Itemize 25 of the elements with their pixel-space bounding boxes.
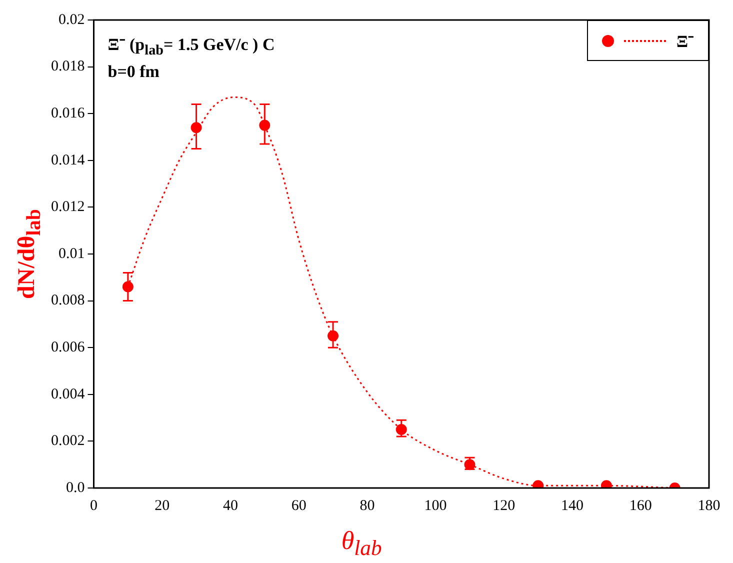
x-tick-label: 40 xyxy=(222,498,238,514)
y-tick-label: 0.0 xyxy=(66,480,85,496)
x-tick-label: 20 xyxy=(154,498,170,514)
x-tick-label: 60 xyxy=(291,498,306,514)
annotation: b=0 fm xyxy=(108,61,160,84)
y-tick-label: 0.004 xyxy=(51,386,86,402)
y-tick-label: 0.02 xyxy=(58,12,85,28)
y-tick-label: 0.014 xyxy=(51,152,86,168)
y-tick-label: 0.006 xyxy=(51,340,86,356)
y-tick-label: 0.01 xyxy=(58,246,85,262)
y-tick-label: 0.012 xyxy=(51,199,85,216)
x-tick-label: 160 xyxy=(629,498,652,514)
y-tick-label: 0.016 xyxy=(51,106,86,122)
x-axis-title: θ$_{lab}$ xyxy=(341,526,382,562)
legend-label: Ξ⁻ xyxy=(676,31,694,52)
x-tick-label: 100 xyxy=(424,498,447,514)
x-tick-label: 80 xyxy=(360,498,375,514)
x-tick-label: 180 xyxy=(698,498,720,514)
y-tick-label: 0.008 xyxy=(51,292,85,309)
y-tick-label: 0.018 xyxy=(51,58,85,75)
x-tick-label: 120 xyxy=(492,498,516,514)
x-tick-label: 140 xyxy=(561,498,584,514)
x-tick-label: 0 xyxy=(90,498,98,514)
annotation: Ξ⁻ (p$_{lab}$= 1.5 GeV/c ) C xyxy=(108,34,275,60)
y-tick-label: 0.002 xyxy=(51,433,85,450)
